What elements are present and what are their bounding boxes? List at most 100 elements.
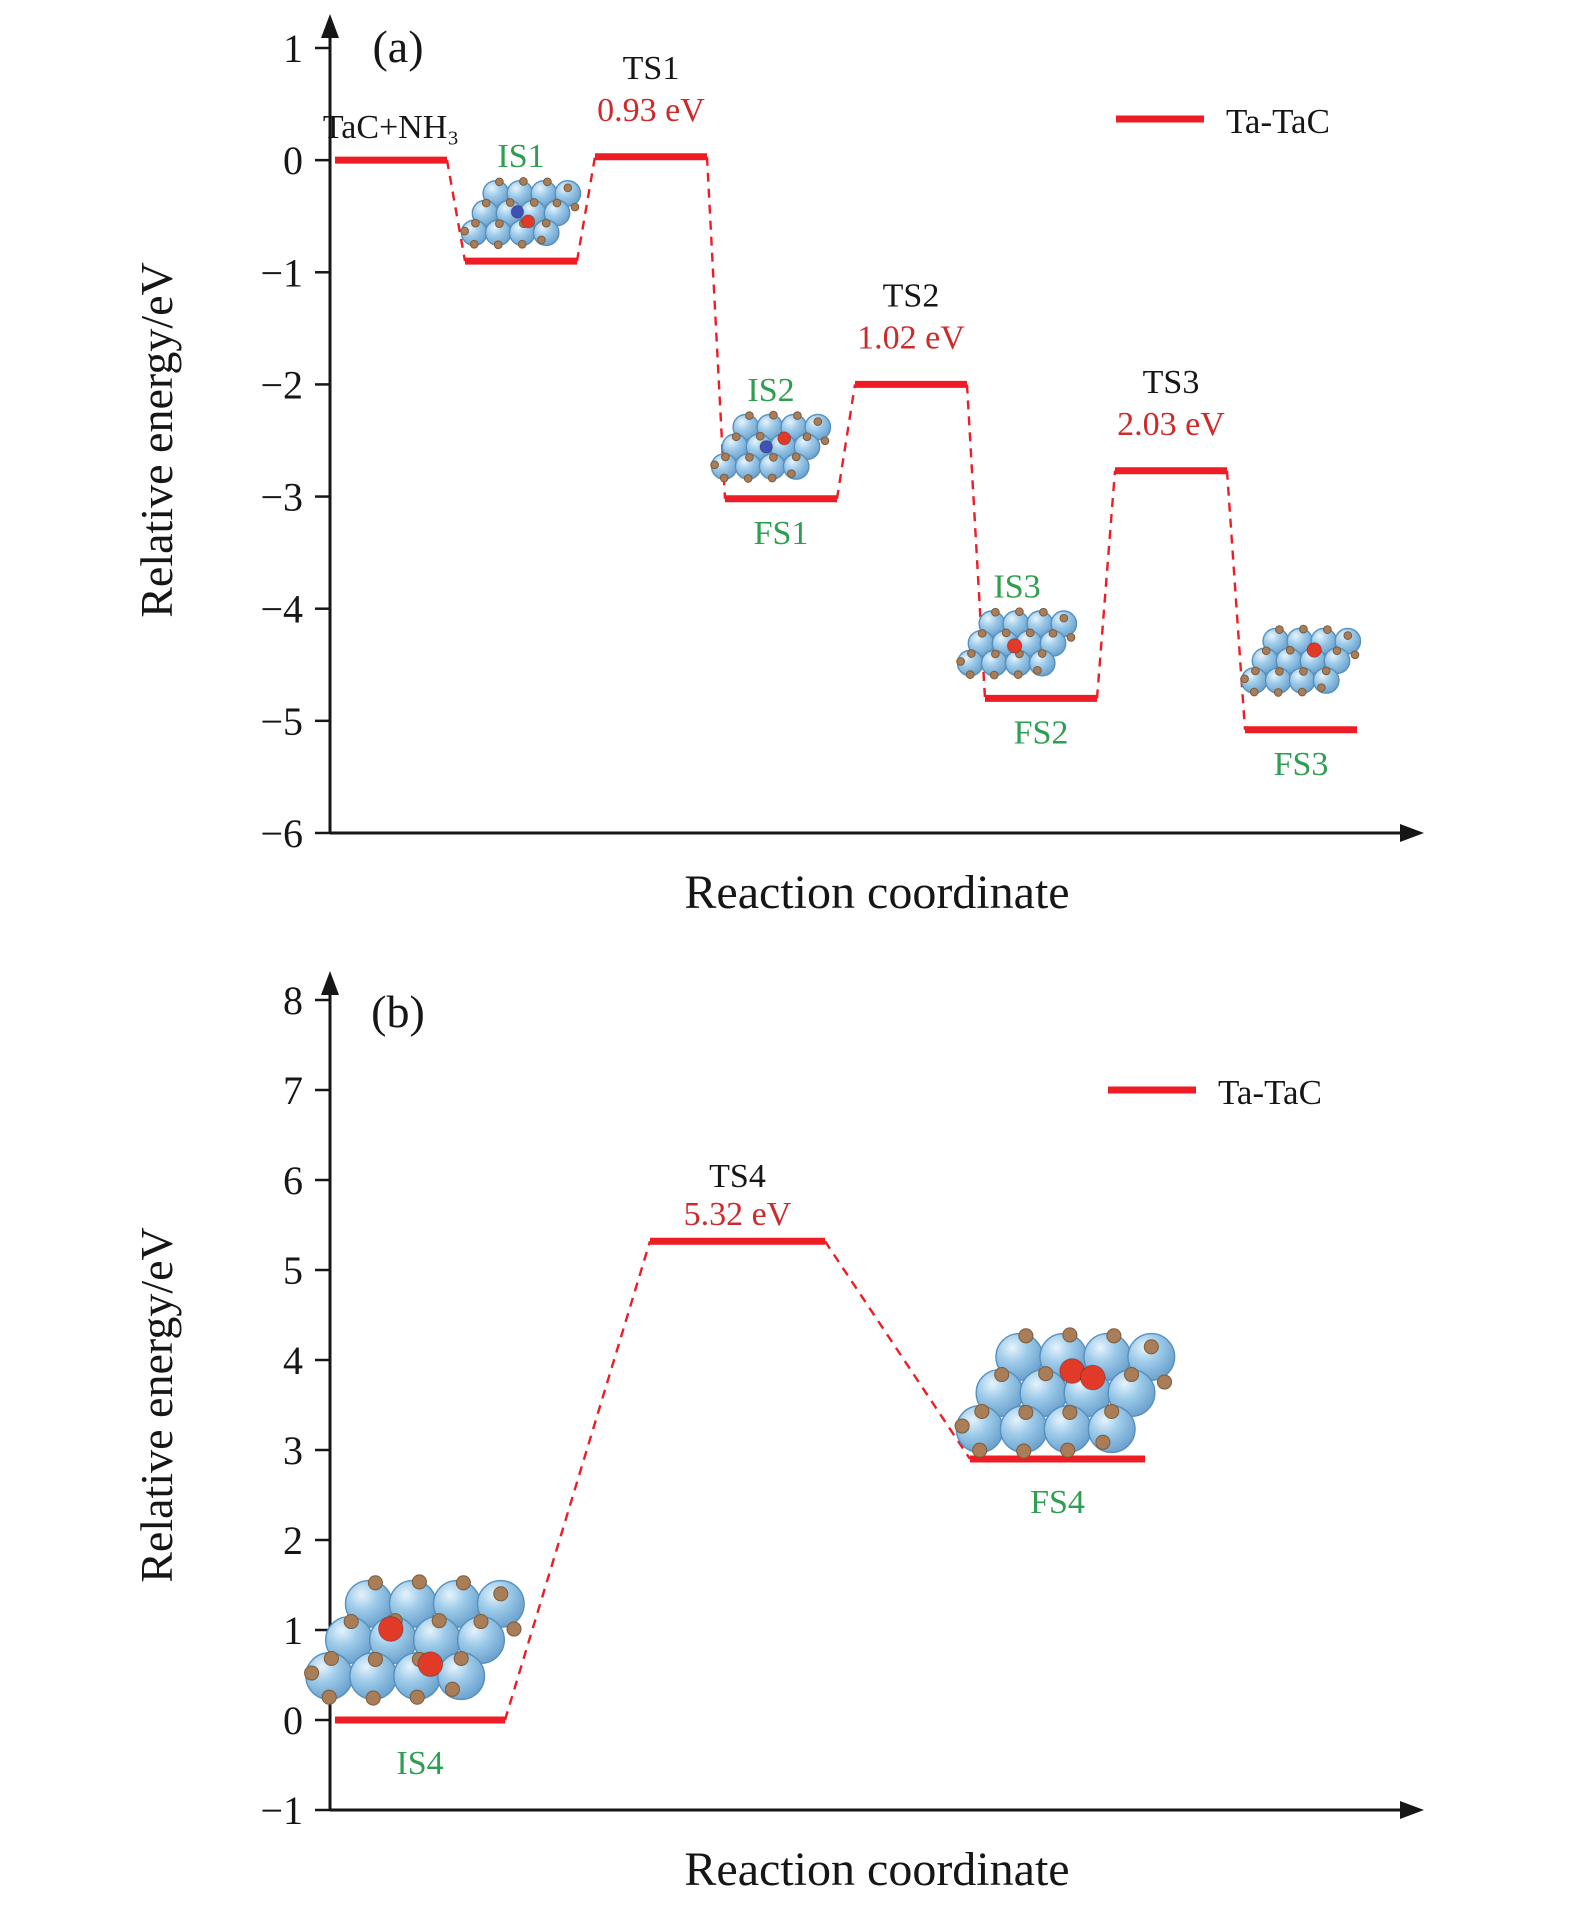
c-atom-sphere [1062,1404,1078,1420]
c-atom-sphere [820,436,830,446]
y-tick-label: −1 [260,1788,303,1833]
molecule-cluster [956,607,1078,680]
y-tick-label: 5 [283,1248,303,1293]
n-atom-sphere [777,431,792,446]
c-atom-sphere [1066,633,1076,642]
c-atom-sphere [1048,628,1058,638]
connector-dashed-line [824,1240,971,1460]
c-atom-sphere [745,453,754,462]
state-label-top: TaC+NH₃ [323,109,459,146]
c-atom-sphere [1275,667,1284,676]
n-atom-sphere [1079,1364,1106,1391]
panel-tag: (b) [371,986,425,1037]
c-atom-sphere [505,198,515,207]
c-atom-sphere [991,607,1000,617]
y-tick-label: 0 [283,138,303,183]
state-label-bottom: FS4 [1030,1484,1085,1521]
connector-dashed-line [503,1240,652,1721]
molecule-cluster [304,1574,525,1706]
barrier-energy-label: 1.02 eV [857,319,965,356]
c-atom-sphere [767,473,777,483]
y-tick-label: 4 [283,1338,303,1383]
c-atom-sphere [769,453,778,462]
c-atom-sphere [481,198,491,208]
y-tick-label: −6 [260,811,303,856]
c-atom-sphere [1095,1434,1111,1450]
c-atom-sphere [1143,1339,1159,1355]
molecule-cluster [460,177,582,250]
barrier-energy-label: 5.32 eV [684,1196,792,1233]
y-tick-label: −2 [260,362,303,407]
state-label-bottom: FS3 [1274,746,1329,783]
connector-dashed-line [835,384,857,499]
c-atom-sphere [1285,645,1295,655]
state-label-top: IS1 [497,138,544,175]
c-atom-sphere [1261,646,1271,656]
c-atom-sphere [411,1574,427,1590]
c-atom-sphere [431,1613,447,1629]
c-atom-sphere [1039,607,1048,617]
c-atom-sphere [471,218,480,228]
c-atom-sphere [769,410,778,420]
y-axis-arrow [321,971,339,995]
c-atom-sphere [1037,649,1047,658]
c-atom-sphere [977,628,987,638]
c-atom-sphere [1016,1443,1032,1459]
c-atom-sphere [543,177,552,187]
c-atom-sphere [1018,1328,1034,1344]
c-atom-sphere [1240,674,1249,684]
c-atom-sphere [519,177,528,186]
y-tick-label: 3 [283,1428,303,1473]
state-label-top: TS2 [883,277,940,314]
c-atom-sphere [529,198,539,207]
c-atom-sphere [321,1689,337,1705]
c-atom-sphere [469,239,479,249]
c-atom-sphere [409,1689,425,1705]
c-atom-sphere [967,649,976,658]
connector-dashed-line [575,156,597,262]
n-atom-sphere [1306,642,1322,658]
c-atom-sphere [994,1366,1010,1383]
c-atom-sphere [367,1651,383,1667]
c-atom-sphere [365,1690,381,1706]
c-atom-sphere [731,432,741,442]
c-atom-sphere [989,670,999,680]
y-tick-label: 7 [283,1068,303,1113]
c-atom-sphere [1297,687,1307,697]
y-tick-label: −3 [260,475,303,520]
c-atom-sphere [1350,650,1360,660]
c-atom-sphere [802,432,812,442]
c-atom-sphere [495,177,504,187]
c-atom-sphere [537,235,546,245]
y-tick-label: 1 [283,26,303,71]
y-axis-arrow [321,14,339,38]
connector-dashed-line [1225,470,1247,730]
c-atom-sphere [956,657,965,666]
c-atom-sphere [1332,646,1342,656]
c-atom-sphere [1018,1404,1034,1420]
c-atom-sphere [991,649,1000,659]
c-atom-sphere [1015,607,1024,617]
state-label-top: TS1 [623,50,680,87]
c-atom-sphere [1299,624,1308,634]
c-atom-sphere [755,431,765,441]
c-atom-sphere [1033,665,1042,675]
c-atom-sphere [1062,1327,1078,1343]
c-atom-sphere [1275,625,1284,634]
c-atom-sphere [570,202,580,212]
c-atom-sphere [1156,1374,1173,1390]
adatom-sphere [510,205,525,219]
y-tick-label: 1 [283,1608,303,1653]
y-tick-label: 6 [283,1158,303,1203]
c-atom-sphere [1060,1442,1076,1458]
barrier-energy-label: 0.93 eV [597,92,705,129]
x-axis-title: Reaction coordinate [684,866,1069,919]
c-atom-sphere [493,240,503,250]
c-atom-sphere [495,219,504,228]
y-tick-label: 0 [283,1698,303,1743]
c-atom-sphere [974,1403,990,1420]
c-atom-sphere [453,1650,469,1667]
y-axis-title: Relative energy/eV [131,1227,182,1583]
c-atom-sphere [1123,1366,1140,1383]
c-atom-sphere [1343,631,1353,640]
